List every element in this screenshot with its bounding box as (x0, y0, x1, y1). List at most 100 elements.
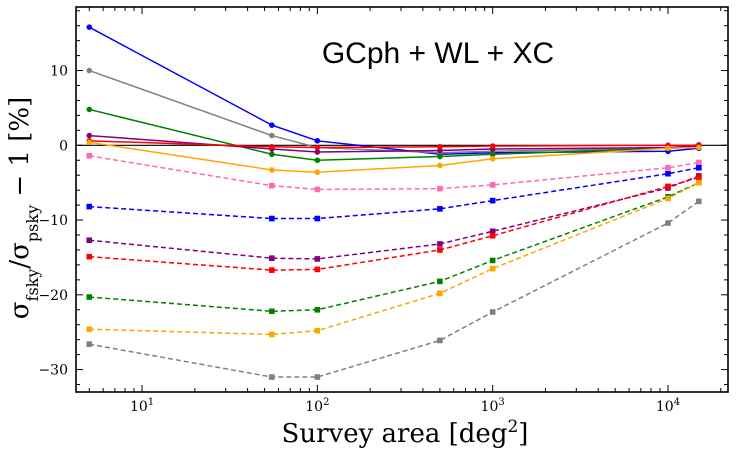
data-point (314, 266, 321, 273)
data-point (269, 122, 275, 128)
data-point (437, 241, 443, 247)
data-point (696, 198, 702, 205)
data-point (86, 237, 93, 244)
data-point (269, 331, 275, 338)
data-point (489, 182, 496, 188)
data-point (314, 256, 321, 262)
y-axis-label: σfsky/σpsky − 1 [%] (5, 97, 42, 319)
data-point (86, 152, 93, 159)
data-point (696, 174, 702, 181)
data-point (269, 255, 275, 261)
series-line (89, 200, 700, 378)
y-tick-label: −20 (38, 288, 68, 304)
data-point (665, 145, 671, 152)
data-point (489, 197, 496, 204)
data-point (489, 151, 496, 158)
data-point (437, 278, 443, 285)
series-line (89, 176, 700, 271)
data-point (269, 215, 275, 222)
data-point (437, 162, 443, 169)
series-9 (86, 174, 702, 273)
data-point (696, 164, 702, 171)
series-12 (86, 198, 702, 380)
data-point (489, 155, 496, 162)
data-point (437, 185, 443, 192)
data-point (314, 169, 321, 176)
x-axis-label: Survey area [deg2] (282, 417, 529, 449)
data-point (269, 308, 275, 315)
tick-layer: 10 0 −10 −20 −30 101 102 103 104 (38, 7, 728, 415)
data-point (665, 164, 671, 171)
data-point (86, 294, 93, 300)
data-point (86, 132, 93, 139)
data-point (269, 143, 275, 150)
series-line (89, 155, 699, 191)
data-point (314, 157, 321, 164)
y-tick-label: 10 (50, 64, 68, 80)
data-point (314, 306, 321, 313)
data-point (437, 337, 443, 344)
data-point (86, 67, 93, 74)
series-line (89, 182, 700, 336)
data-point (269, 182, 275, 189)
data-point (696, 159, 702, 166)
data-point (269, 374, 275, 380)
series-10 (86, 179, 702, 315)
data-point (269, 151, 275, 158)
x-tick-label: 103 (481, 397, 505, 415)
series-layer (86, 24, 702, 380)
data-point (86, 253, 93, 260)
data-point (314, 327, 321, 334)
data-point (437, 247, 443, 253)
data-point (696, 144, 702, 151)
series-2 (86, 106, 702, 164)
y-tick-label: −10 (38, 213, 68, 229)
data-point (86, 326, 93, 333)
y-tick-label: 0 (59, 138, 68, 154)
data-point (665, 220, 671, 226)
data-point (665, 170, 671, 177)
data-point (665, 183, 671, 190)
data-point (489, 265, 496, 272)
series-11 (86, 179, 702, 338)
data-point (437, 153, 443, 160)
data-point (489, 232, 496, 239)
series-line (89, 181, 700, 313)
series-line (89, 166, 699, 220)
data-point (269, 132, 275, 139)
series-line (89, 69, 699, 154)
data-point (86, 139, 93, 146)
series-8 (86, 173, 702, 262)
data-point (489, 309, 496, 315)
data-point (269, 267, 275, 273)
x-tick-label: 104 (656, 397, 680, 415)
data-point (437, 290, 443, 297)
data-point (489, 143, 496, 149)
series-5 (86, 139, 702, 176)
data-point (314, 144, 321, 151)
y-tick-label: −30 (38, 363, 68, 379)
data-point (489, 257, 496, 264)
series-6 (86, 152, 702, 193)
data-point (86, 24, 93, 30)
data-point (437, 143, 443, 150)
series-7 (86, 164, 702, 222)
plot-frame (75, 6, 729, 393)
data-point (314, 186, 321, 193)
data-point (696, 179, 702, 186)
data-point (86, 203, 93, 210)
data-point (665, 195, 671, 202)
data-point (437, 206, 443, 212)
x-tick-label: 102 (305, 397, 329, 415)
data-point (489, 228, 496, 235)
data-point (86, 341, 93, 347)
chart-annotation: GCph + WL + XC (322, 37, 554, 70)
data-point (86, 106, 93, 113)
data-point (314, 138, 321, 144)
data-point (314, 149, 321, 155)
x-tick-label: 101 (130, 397, 154, 415)
data-point (269, 167, 275, 173)
data-point (314, 374, 321, 380)
data-point (314, 215, 321, 222)
